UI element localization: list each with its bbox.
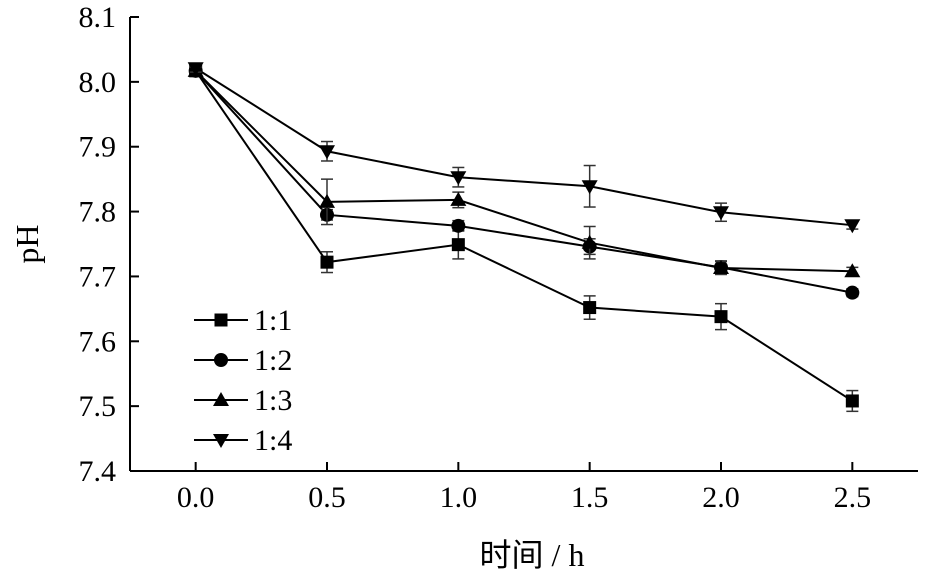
data-point — [187, 62, 204, 77]
data-point — [450, 191, 467, 206]
series-line — [194, 70, 853, 273]
data-point — [713, 206, 729, 221]
data-point — [319, 145, 335, 160]
data-point — [320, 255, 334, 269]
data-point — [844, 219, 861, 234]
data-point — [714, 310, 728, 324]
y-tick-label: 7.6 — [79, 325, 117, 358]
x-tick-label: 2.0 — [702, 481, 740, 514]
series-line — [194, 70, 853, 402]
series-4 — [187, 62, 861, 234]
data-point — [319, 193, 335, 208]
x-tick-label: 0.5 — [308, 481, 346, 514]
legend-item-4: 1:4 — [194, 424, 292, 457]
x-axis-title: 时间 / h — [480, 537, 585, 573]
legend-label: 1:4 — [254, 424, 292, 457]
y-tick-label: 7.5 — [79, 390, 117, 423]
data-point — [451, 238, 465, 252]
legend-item-3: 1:3 — [194, 384, 292, 417]
axes: 7.4 7.5 7.6 7.7 7.8 7.9 8.0 8.1 0.0 0.5 1.0 1.5 2.0 2… — [79, 1, 918, 514]
data-point — [450, 171, 467, 186]
series-line — [194, 70, 853, 294]
legend-item-2: 1:2 — [194, 344, 292, 377]
data-point — [844, 263, 861, 278]
y-tick-label: 8.0 — [79, 66, 117, 99]
series-3 — [187, 62, 861, 278]
x-tick-label: 0.0 — [177, 481, 215, 514]
series-line — [195, 67, 853, 227]
y-axis-title: pH — [9, 224, 45, 263]
data-point — [845, 394, 859, 408]
y-tick-label: 7.7 — [79, 260, 117, 293]
x-tick-label: 2.5 — [834, 481, 872, 514]
data-point — [451, 218, 466, 233]
legend-marker — [214, 313, 228, 327]
legend-marker — [213, 392, 229, 406]
y-tick-label: 7.4 — [79, 455, 117, 488]
legend-label: 1:2 — [254, 344, 292, 377]
data-point — [713, 259, 729, 274]
data-point — [583, 301, 597, 315]
y-tick-label: 7.9 — [79, 131, 117, 164]
series-group — [187, 62, 861, 413]
y-tick-label: 7.8 — [79, 196, 117, 229]
legend-marker — [214, 353, 228, 367]
data-point — [845, 285, 860, 300]
legend-label: 1:3 — [254, 384, 292, 417]
legend-label: 1:1 — [254, 304, 292, 337]
x-tick-label: 1.0 — [440, 481, 478, 514]
data-point — [581, 180, 598, 195]
legend-marker — [213, 434, 229, 448]
legend-item-1: 1:1 — [194, 304, 292, 337]
x-tick-label: 1.5 — [571, 481, 609, 514]
data-point — [581, 234, 598, 249]
legend: 1:1 1:2 1:3 1:4 — [194, 304, 292, 457]
y-tick-label: 8.1 — [79, 1, 117, 34]
